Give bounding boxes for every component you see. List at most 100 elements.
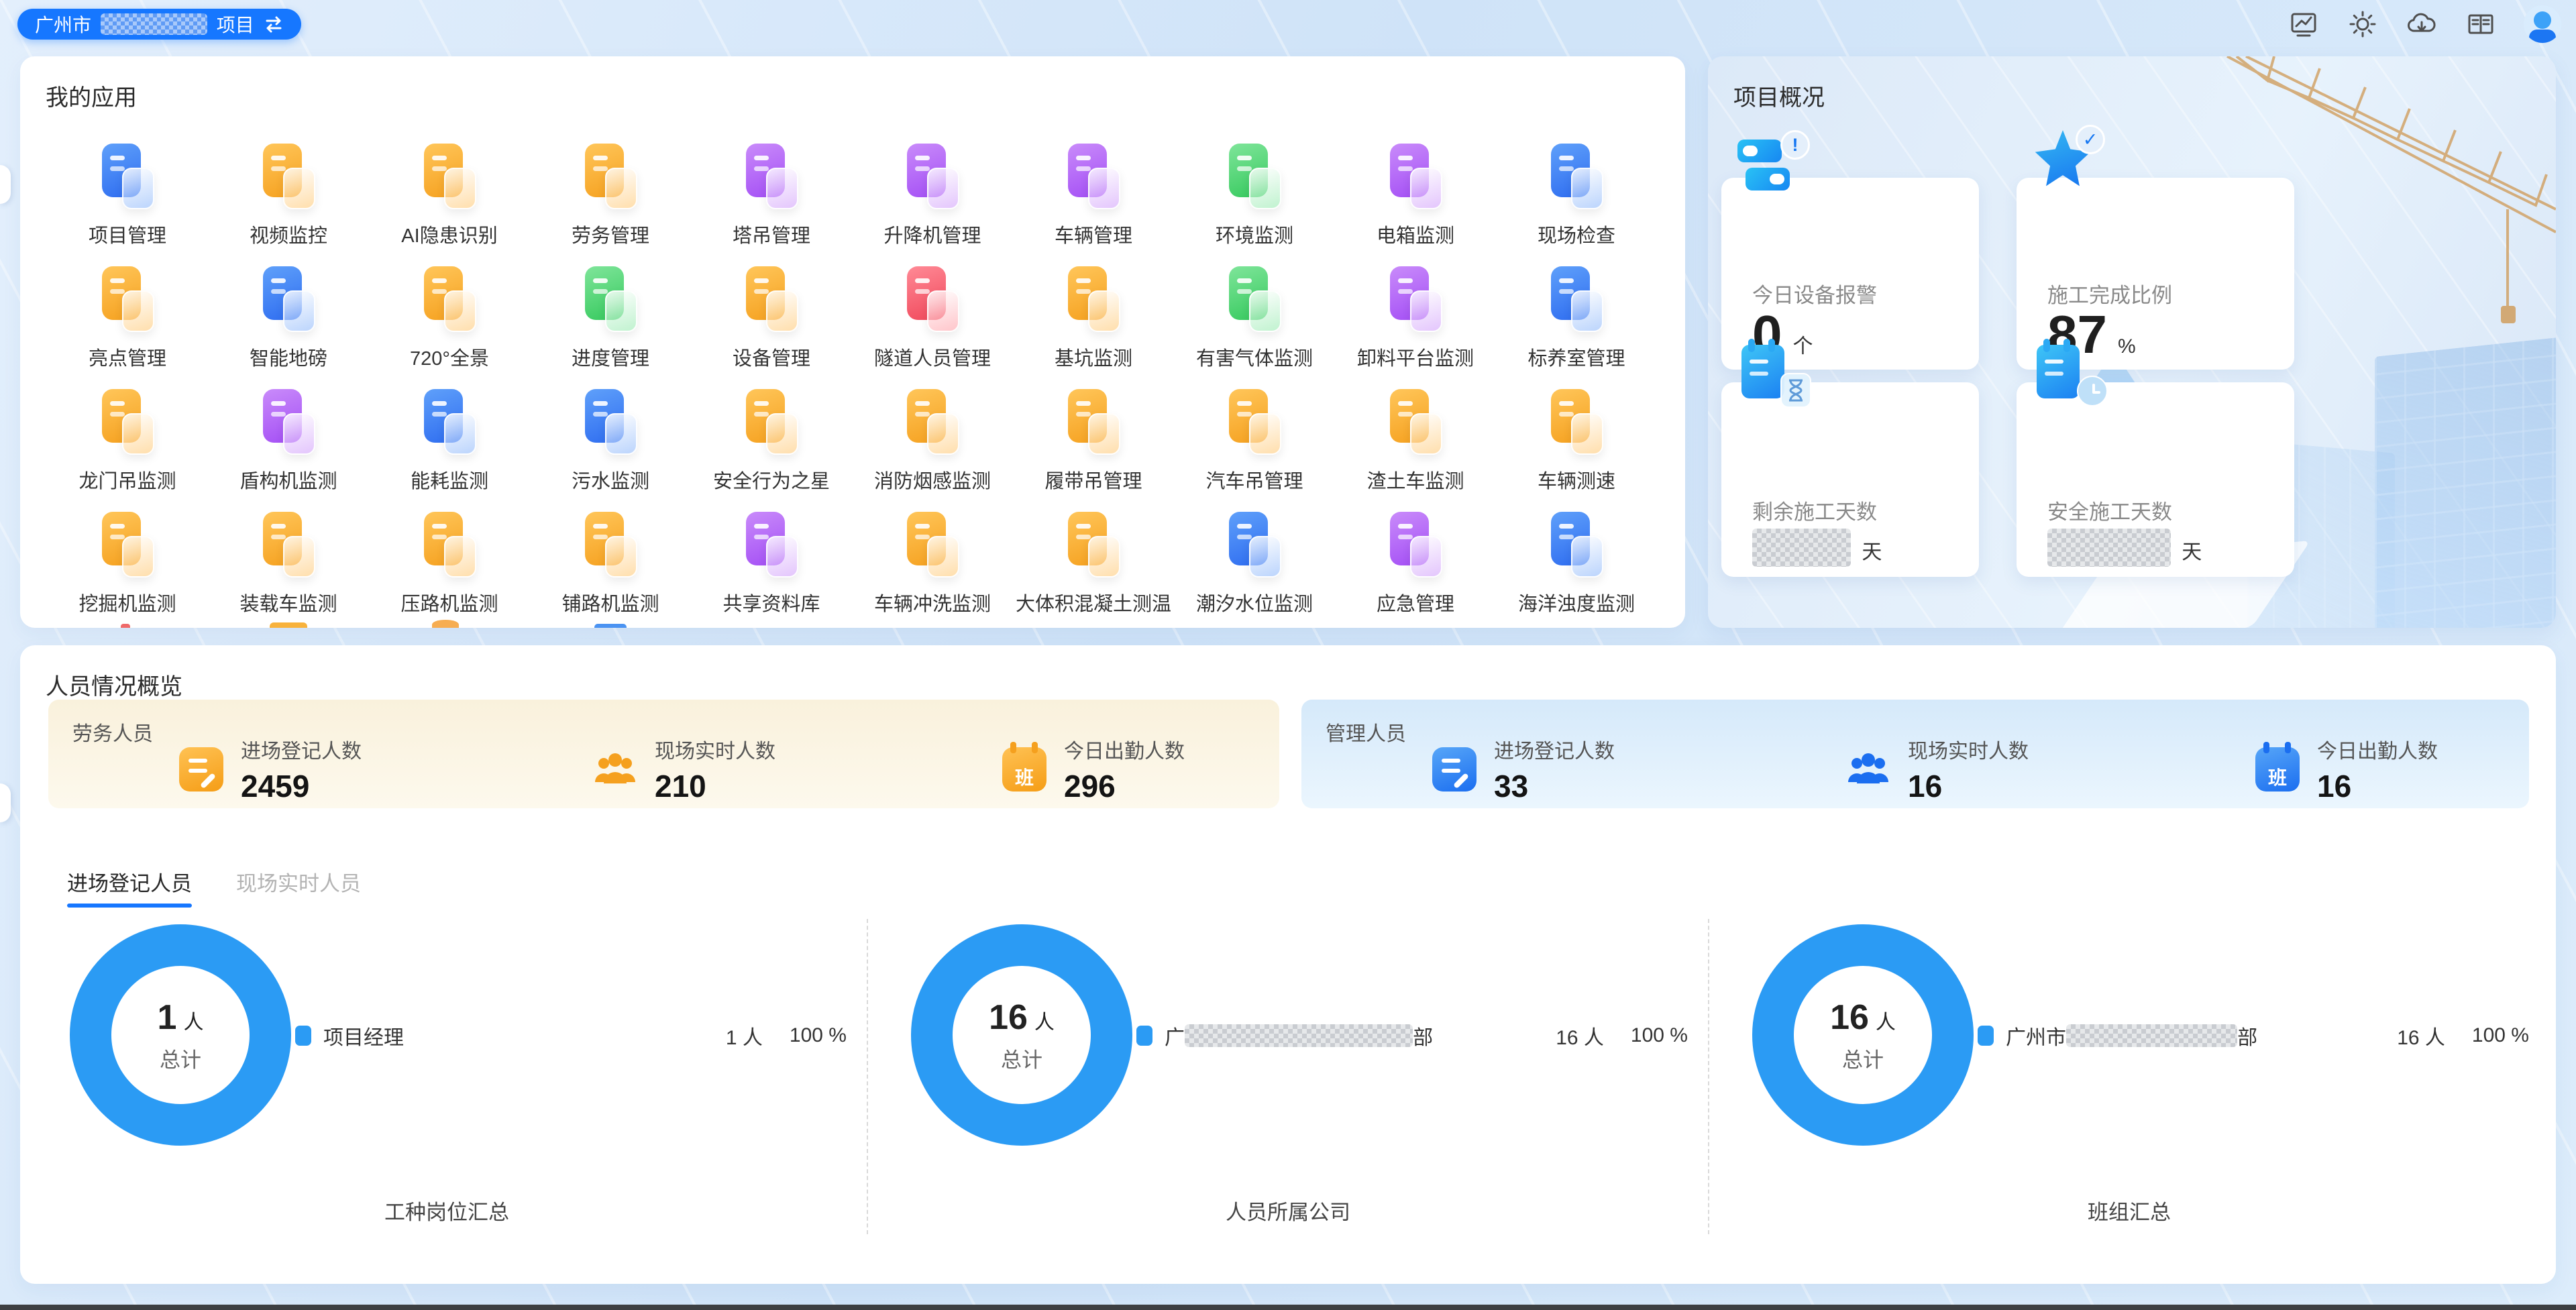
management-panel-title: 管理人员	[1326, 723, 1406, 745]
labor-panel-title: 劳务人员	[72, 723, 153, 745]
card-device-alarms[interactable]: 今日设备报警 0 个	[1721, 178, 1979, 370]
app-item-31[interactable]: 挖掘机监测	[47, 504, 208, 626]
stat-value: 33	[1494, 769, 1529, 804]
app-icon	[93, 386, 162, 456]
app-item-22[interactable]: 盾构机监测	[208, 381, 369, 504]
app-item-38[interactable]: 潮汐水位监测	[1174, 504, 1335, 626]
card-value-redacted: █████	[2047, 529, 2171, 567]
app-item-33[interactable]: 压路机监测	[369, 504, 530, 626]
project-name-suffix: 项目	[216, 15, 254, 36]
app-item-24[interactable]: 污水监测	[530, 381, 691, 504]
attendance-calendar-icon: 班	[2255, 742, 2300, 792]
app-icon	[737, 509, 806, 579]
app-item-9[interactable]: 电箱监测	[1335, 135, 1496, 258]
app-item-11[interactable]: 亮点管理	[47, 258, 208, 381]
check-badge: ✓	[2076, 125, 2105, 154]
app-item-37[interactable]: 大体积混凝土测温	[1013, 504, 1174, 626]
app-item-40[interactable]: 海洋浊度监测	[1496, 504, 1657, 626]
app-item-27[interactable]: 履带吊管理	[1013, 381, 1174, 504]
donut-chart[interactable]: 16 人 总计	[911, 924, 1132, 1146]
app-icon	[898, 509, 967, 579]
card-completion-ratio[interactable]: 施工完成比例 87 %	[2017, 178, 2294, 370]
app-item-15[interactable]: 设备管理	[691, 258, 852, 381]
app-item-12[interactable]: 智能地磅	[208, 258, 369, 381]
app-icon	[254, 264, 323, 333]
card-safe-days[interactable]: 安全施工天数 █████ 天	[2017, 382, 2294, 577]
panel-collapse-handle[interactable]	[0, 783, 11, 822]
app-item-34[interactable]: 铺路机监测	[530, 504, 691, 626]
app-item-8[interactable]: 环境监测	[1174, 135, 1335, 258]
app-item-23[interactable]: 能耗监测	[369, 381, 530, 504]
monitor-icon[interactable]	[2288, 8, 2320, 40]
app-item-16[interactable]: 隧道人员管理	[852, 258, 1013, 381]
app-item-32[interactable]: 装载车监测	[208, 504, 369, 626]
tab-registered-personnel[interactable]: 进场登记人员	[67, 867, 192, 908]
app-item-14[interactable]: 进度管理	[530, 258, 691, 381]
personnel-overview-panel: 人员情况概览 劳务人员 进场登记人数 2459 现场实时人数 210 班	[20, 645, 2556, 1284]
settings-gear-icon[interactable]	[2347, 8, 2379, 40]
app-icon	[415, 264, 484, 333]
app-item-label: 车辆测速	[1537, 471, 1615, 492]
app-item-10[interactable]: 现场检查	[1496, 135, 1657, 258]
app-item-25[interactable]: 安全行为之星	[691, 381, 852, 504]
app-item-28[interactable]: 汽车吊管理	[1174, 381, 1335, 504]
app-icon	[1381, 509, 1450, 579]
tab-realtime-personnel[interactable]: 现场实时人员	[236, 872, 361, 895]
app-icon	[93, 509, 162, 579]
app-icon	[1542, 386, 1611, 456]
top-actions	[2288, 5, 2561, 43]
app-item-label: 设备管理	[732, 348, 810, 370]
people-group-icon	[1846, 747, 1890, 792]
mgmt-registered-stat: 进场登记人数 33	[1432, 734, 1615, 804]
app-item-5[interactable]: 塔吊管理	[691, 135, 852, 258]
app-item-36[interactable]: 车辆冲洗监测	[852, 504, 1013, 626]
app-item-1[interactable]: 项目管理	[47, 135, 208, 258]
app-item-30[interactable]: 车辆测速	[1496, 381, 1657, 504]
app-item-label: 潮汐水位监测	[1195, 594, 1313, 615]
app-icon	[737, 141, 806, 211]
panel-collapse-handle[interactable]	[0, 165, 11, 204]
app-item-26[interactable]: 消防烟感监测	[852, 381, 1013, 504]
cloud-download-icon[interactable]	[2406, 8, 2438, 40]
app-item-17[interactable]: 基坑监测	[1013, 258, 1174, 381]
project-switcher[interactable]: 广州市 ████████ 项目	[17, 9, 301, 40]
app-partial-row	[270, 622, 307, 628]
app-icon	[1381, 264, 1450, 333]
chart-caption: 人员所属公司	[1226, 1201, 1350, 1224]
app-item-6[interactable]: 升降机管理	[852, 135, 1013, 258]
building-illustration	[2375, 335, 2556, 628]
app-icon	[576, 509, 645, 579]
app-item-2[interactable]: 视频监控	[208, 135, 369, 258]
app-item-18[interactable]: 有害气体监测	[1174, 258, 1335, 381]
labor-attendance-stat: 班 今日出勤人数 296	[1002, 734, 1185, 804]
manual-book-icon[interactable]	[2465, 8, 2497, 40]
app-item-label: 铺路机监测	[561, 594, 659, 615]
app-item-29[interactable]: 渣土车监测	[1335, 381, 1496, 504]
app-item-20[interactable]: 标养室管理	[1496, 258, 1657, 381]
card-label: 剩余施工天数	[1752, 500, 1877, 524]
card-remaining-days[interactable]: 剩余施工天数 ████ 天	[1721, 382, 1979, 577]
stat-label: 现场实时人数	[1908, 741, 2029, 763]
app-item-19[interactable]: 卸料平台监测	[1335, 258, 1496, 381]
app-item-label: 履带吊管理	[1044, 471, 1142, 492]
people-group-icon	[593, 747, 637, 792]
app-icon	[737, 264, 806, 333]
user-avatar[interactable]	[2524, 5, 2561, 43]
project-overview-title: 项目概况	[1733, 85, 1825, 111]
donut-chart[interactable]: 16 人 总计	[1752, 924, 1974, 1146]
chart-caption: 班组汇总	[2088, 1201, 2171, 1224]
app-item-35[interactable]: 共享资料库	[691, 504, 852, 626]
app-item-39[interactable]: 应急管理	[1335, 504, 1496, 626]
app-icon	[254, 509, 323, 579]
crane-illustration	[2226, 56, 2556, 323]
app-item-7[interactable]: 车辆管理	[1013, 135, 1174, 258]
app-item-13[interactable]: 720°全景	[369, 258, 530, 381]
app-item-3[interactable]: AI隐患识别	[369, 135, 530, 258]
card-unit: %	[2117, 335, 2136, 358]
app-item-label: 智能地磅	[249, 348, 327, 370]
app-item-4[interactable]: 劳务管理	[530, 135, 691, 258]
app-item-21[interactable]: 龙门吊监测	[47, 381, 208, 504]
legend-row: 广州市████████████部 16 人 100 %	[1978, 1021, 2529, 1050]
